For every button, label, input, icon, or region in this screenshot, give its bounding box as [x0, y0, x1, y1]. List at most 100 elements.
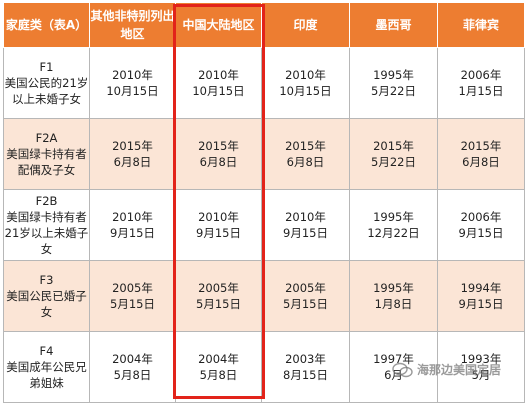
date-year: 2005年 — [285, 281, 326, 295]
date-year: 2010年 — [198, 210, 239, 224]
date-year: 2006年 — [460, 210, 502, 224]
date-year: 1995年 — [373, 68, 414, 82]
category-code: F3 — [39, 273, 54, 287]
category-cell: F1 美国公民的21岁以上未婚子女 — [3, 47, 90, 119]
category-cell: F2A 美国绿卡持有者配偶及子女 — [3, 118, 90, 190]
date-cell-philippines: 1993年 5月 — [437, 331, 525, 403]
date-month-day: 9月15日 — [110, 226, 155, 240]
category-code: F1 — [39, 60, 54, 74]
category-cell: F3 美国公民已婚子女 — [3, 260, 90, 332]
category-code: F2B — [35, 194, 58, 208]
category-code: F2A — [35, 131, 58, 145]
date-year: 2015年 — [112, 139, 153, 153]
date-year: 2004年 — [112, 352, 153, 366]
visa-bulletin-table: 家庭类（表A） 其他非特别列出地区 中国大陆地区 印度 墨西哥 菲律宾 F1 美国… — [3, 2, 525, 403]
table-row: F2A 美国绿卡持有者配偶及子女 2015年 6月8日 2015年 6月8日 2015年 6月… — [3, 118, 525, 190]
date-year: 2005年 — [198, 281, 239, 295]
date-month-day: 9月15日 — [196, 226, 241, 240]
date-cell-mexico: 1995年 12月22日 — [349, 189, 438, 261]
date-cell-mainland-china: 2005年 5月15日 — [175, 260, 262, 332]
date-cell-other-regions: 2010年 9月15日 — [89, 189, 176, 261]
date-month-day: 6月8日 — [199, 155, 238, 169]
header-philippines: 菲律宾 — [437, 2, 525, 48]
date-cell-philippines: 2006年 1月15日 — [437, 47, 525, 119]
date-cell-mainland-china: 2004年 5月8日 — [175, 331, 262, 403]
date-month-day: 5月15日 — [110, 297, 155, 311]
date-year: 2015年 — [460, 139, 502, 153]
header-row: 家庭类（表A） 其他非特别列出地区 中国大陆地区 印度 墨西哥 菲律宾 — [3, 2, 525, 48]
watermark: 海那边美国定居 — [392, 361, 501, 378]
date-cell-mainland-china: 2015年 6月8日 — [175, 118, 262, 190]
date-cell-mexico: 1995年 5月22日 — [349, 47, 438, 119]
date-month-day: 12月22日 — [367, 226, 420, 240]
date-year: 2003年 — [285, 352, 326, 366]
table-row: F3 美国公民已婚子女 2005年 5月15日 2005年 5月15日 2005年 5月15日… — [3, 260, 525, 332]
header-family-category: 家庭类（表A） — [3, 2, 90, 48]
date-cell-mexico: 2015年 5月22日 — [349, 118, 438, 190]
header-mainland-china: 中国大陆地区 — [175, 2, 262, 48]
date-year: 1994年 — [460, 281, 502, 295]
date-month-day: 6月8日 — [113, 155, 152, 169]
date-cell-india: 2010年 9月15日 — [261, 189, 350, 261]
date-month-day: 6月8日 — [286, 155, 325, 169]
wechat-icon — [392, 362, 413, 377]
date-month-day: 5月8日 — [199, 368, 238, 382]
date-month-day: 6月 — [384, 368, 403, 382]
category-description: 美国成年公民兄弟姐妹 — [6, 360, 87, 390]
date-year: 1997年 — [373, 352, 414, 366]
date-month-day: 5月15日 — [283, 297, 328, 311]
date-year: 1995年 — [373, 210, 414, 224]
date-cell-other-regions: 2005年 5月15日 — [89, 260, 176, 332]
date-cell-philippines: 1994年 9月15日 — [437, 260, 525, 332]
date-month-day: 6月8日 — [462, 155, 500, 169]
date-month-day: 10月15日 — [279, 84, 332, 98]
date-cell-india: 2010年 10月15日 — [261, 47, 350, 119]
date-cell-india: 2003年 8月15日 — [261, 331, 350, 403]
category-description: 美国公民的21岁以上未婚子女 — [4, 76, 89, 106]
date-year: 2006年 — [460, 68, 502, 82]
date-month-day: 8月15日 — [283, 368, 328, 382]
date-month-day: 1月8日 — [374, 297, 413, 311]
date-cell-philippines: 2015年 6月8日 — [437, 118, 525, 190]
date-month-day: 9月15日 — [283, 226, 328, 240]
date-year: 2015年 — [285, 139, 326, 153]
table-row: F4 美国成年公民兄弟姐妹 2004年 5月8日 2004年 5月8日 2003年 8月15日… — [3, 331, 525, 403]
date-month-day: 5月22日 — [371, 84, 416, 98]
date-year: 2004年 — [198, 352, 239, 366]
date-year: 2010年 — [112, 210, 153, 224]
date-year: 1993年 — [460, 352, 502, 366]
category-description: 美国绿卡持有者21岁以上未婚子女 — [4, 210, 89, 256]
date-year: 2010年 — [285, 68, 326, 82]
date-year: 1995年 — [373, 281, 414, 295]
category-cell: F2B 美国绿卡持有者21岁以上未婚子女 — [3, 189, 90, 261]
date-month-day: 5月15日 — [196, 297, 241, 311]
date-cell-mainland-china: 2010年 10月15日 — [175, 47, 262, 119]
header-india: 印度 — [261, 2, 350, 48]
date-cell-philippines: 2006年 9月15日 — [437, 189, 525, 261]
table-row: F2B 美国绿卡持有者21岁以上未婚子女 2010年 9月15日 2010年 9月15日 2… — [3, 189, 525, 261]
date-month-day: 9月15日 — [458, 297, 504, 311]
date-month-day: 1月15日 — [458, 84, 504, 98]
date-month-day: 5月 — [471, 368, 491, 382]
category-description: 美国公民已婚子女 — [6, 289, 87, 319]
date-month-day: 10月15日 — [192, 84, 245, 98]
date-cell-mainland-china: 2010年 9月15日 — [175, 189, 262, 261]
date-year: 2005年 — [112, 281, 153, 295]
date-cell-india: 2005年 5月15日 — [261, 260, 350, 332]
header-mexico: 墨西哥 — [349, 2, 438, 48]
date-cell-mexico: 1995年 1月8日 — [349, 260, 438, 332]
date-year: 2010年 — [285, 210, 326, 224]
date-month-day: 5月8日 — [113, 368, 152, 382]
date-month-day: 9月15日 — [458, 226, 504, 240]
category-description: 美国绿卡持有者配偶及子女 — [6, 147, 87, 177]
date-year: 2010年 — [112, 68, 153, 82]
table-row: F1 美国公民的21岁以上未婚子女 2010年 10月15日 2010年 10月15日 20… — [3, 47, 525, 119]
date-month-day: 10月15日 — [106, 84, 159, 98]
category-code: F4 — [39, 344, 54, 358]
watermark-text: 海那边美国定居 — [417, 363, 502, 377]
header-other-regions: 其他非特别列出地区 — [89, 2, 176, 48]
date-year: 2015年 — [373, 139, 414, 153]
date-cell-other-regions: 2015年 6月8日 — [89, 118, 176, 190]
date-cell-india: 2015年 6月8日 — [261, 118, 350, 190]
date-cell-other-regions: 2010年 10月15日 — [89, 47, 176, 119]
